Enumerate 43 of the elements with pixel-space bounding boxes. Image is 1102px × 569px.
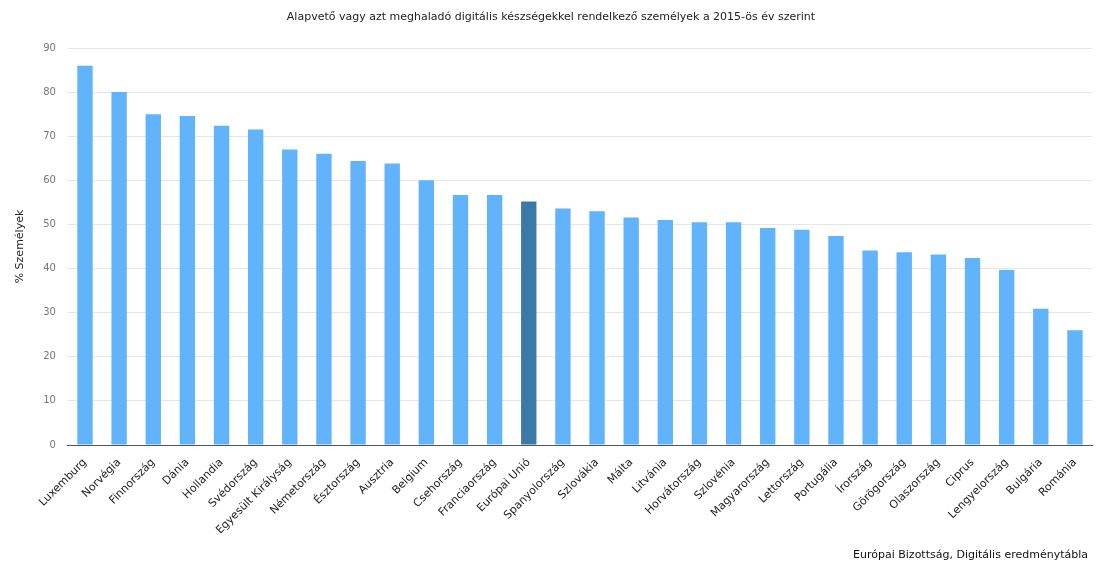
bar [350,160,366,445]
bar [657,220,673,445]
bar [862,250,878,445]
bar [964,257,981,445]
y-tick-label: 10 [43,394,56,406]
bar [486,194,503,445]
chart-title: Alapvető vagy azt meghaladó digitális készségekkel rendelkező személyek a 2015-ös év szerint [285,10,817,23]
bar [247,129,264,445]
bar [896,252,912,445]
bar [1033,308,1049,445]
bar [623,217,639,445]
bar [589,211,605,445]
y-axis-title: % Személyek [13,209,27,284]
y-tick-label: 50 [43,218,56,230]
y-tick-label: 30 [43,306,56,318]
bar [521,201,537,445]
bar [111,92,127,445]
bar [418,180,435,445]
bar [930,254,947,445]
bar [316,153,332,445]
bar [179,115,196,445]
bar [1067,330,1083,445]
y-tick-label: 70 [43,129,56,141]
y-tick-label: 40 [43,262,56,274]
bar [77,65,93,445]
bar [760,227,776,445]
bar [691,222,708,445]
text: Európai Bizottság, Digitális eredménytábla [853,548,1088,561]
y-tick-label: 20 [43,350,56,362]
y-tick-label: 60 [43,173,56,185]
bar [998,269,1015,445]
bar [452,194,469,445]
bar [282,149,298,445]
bar [145,114,161,445]
bar [725,222,742,445]
y-tick-label: 80 [43,85,56,97]
y-tick-label: 0 [49,438,56,450]
bar [213,125,230,445]
y-tick-label: 90 [43,41,56,53]
bar [555,208,571,445]
bar [794,229,810,445]
bar [828,235,844,445]
bar [384,163,400,445]
